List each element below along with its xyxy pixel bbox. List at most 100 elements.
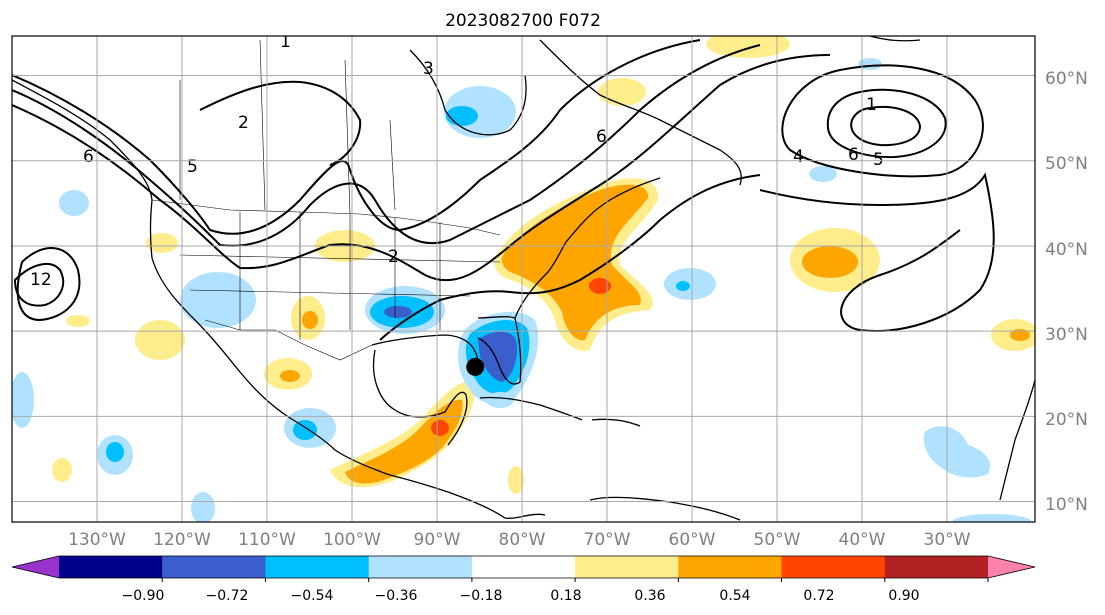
contour-line bbox=[199, 80, 362, 166]
negative-anomaly-region bbox=[180, 272, 256, 328]
colorbar-tick-label: −0.18 bbox=[460, 588, 503, 604]
border-canada-province bbox=[344, 59, 351, 215]
lon-label: 30°W bbox=[924, 530, 971, 550]
negative-anomaly-region bbox=[923, 426, 991, 478]
contour-line bbox=[379, 174, 761, 341]
positive-anomaly-region bbox=[706, 36, 790, 58]
lon-label: 110°W bbox=[238, 530, 296, 550]
contour-labels: 1 3 2 6 6 5 4 6 5 2 1 12 bbox=[30, 36, 884, 290]
border-us-canada bbox=[151, 199, 501, 236]
anomaly-shading bbox=[12, 36, 1035, 522]
colorbar-tick-label: −0.72 bbox=[206, 588, 249, 604]
positive-anomaly-peak bbox=[431, 420, 449, 436]
colorbar-segment bbox=[368, 556, 473, 578]
coastlines bbox=[12, 36, 1035, 521]
contour-label: 2 bbox=[388, 247, 399, 267]
border-canada-province bbox=[389, 119, 396, 211]
coastline-labrador bbox=[539, 39, 742, 186]
map-frame bbox=[11, 35, 1036, 523]
colorbar-segment bbox=[575, 556, 679, 578]
contour-line bbox=[826, 88, 947, 159]
lon-label: 80°W bbox=[499, 530, 546, 550]
coastline-pacific-na bbox=[12, 79, 391, 476]
coastline-florida bbox=[477, 316, 522, 385]
positive-anomaly-region bbox=[66, 315, 90, 327]
border-state bbox=[179, 254, 501, 263]
positive-anomaly-core bbox=[1010, 329, 1030, 341]
contour-line bbox=[13, 262, 65, 307]
lon-label: 60°W bbox=[669, 530, 716, 550]
contour-label: 6 bbox=[848, 145, 859, 165]
border-canada-province bbox=[259, 39, 266, 211]
negative-anomaly-core bbox=[446, 106, 478, 126]
colorbar-labels: −0.90 −0.72 −0.54 −0.36 −0.18 0.18 0.36 … bbox=[122, 588, 920, 604]
negative-anomaly-region bbox=[809, 166, 837, 182]
storm-center-marker bbox=[466, 357, 485, 376]
negative-anomaly-region bbox=[664, 268, 716, 300]
colorbar-tick-label: 0.72 bbox=[803, 588, 834, 604]
contour-line bbox=[850, 106, 922, 147]
positive-anomaly-region bbox=[598, 78, 646, 106]
lat-label: 60°N bbox=[1045, 69, 1088, 89]
colorbar-segment bbox=[162, 556, 266, 578]
positive-anomaly-core bbox=[345, 399, 463, 484]
colorbar-extend-max bbox=[988, 556, 1035, 578]
contour-line bbox=[12, 39, 701, 235]
contour-line bbox=[781, 64, 984, 178]
negative-anomaly-core bbox=[676, 281, 690, 291]
latitude-labels: 60°N 50°N 40°N 30°N 20°N 10°N bbox=[1045, 69, 1088, 515]
gridlines bbox=[12, 36, 1035, 522]
political-borders bbox=[151, 39, 501, 361]
colorbar-tick-label: −0.36 bbox=[375, 588, 418, 604]
colorbar-tick-label: −0.54 bbox=[291, 588, 334, 604]
coastline-east-us bbox=[514, 177, 661, 319]
colorbar-segment bbox=[265, 556, 370, 578]
contour-label: 5 bbox=[873, 150, 884, 170]
positive-anomaly-region bbox=[330, 381, 475, 488]
positive-anomaly-core bbox=[302, 311, 318, 329]
lat-label: 30°N bbox=[1045, 325, 1088, 345]
lat-label: 20°N bbox=[1045, 410, 1088, 430]
lat-label: 40°N bbox=[1045, 240, 1088, 260]
colorbar-segment bbox=[884, 556, 989, 578]
contour-line bbox=[759, 172, 995, 332]
colorbar-tick-label: 0.18 bbox=[550, 588, 581, 604]
height-contours bbox=[12, 39, 995, 341]
plot-title: 2023082700 F072 bbox=[445, 11, 601, 31]
lon-label: 120°W bbox=[153, 530, 211, 550]
colorbar-tick-label: 0.54 bbox=[719, 588, 750, 604]
positive-anomaly-region bbox=[508, 466, 524, 494]
lon-label: 130°W bbox=[68, 530, 126, 550]
contour-label: 2 bbox=[238, 113, 249, 133]
negative-anomaly-region bbox=[952, 514, 1032, 522]
colorbar-tick-label: 0.36 bbox=[634, 588, 665, 604]
contour-line bbox=[12, 54, 831, 282]
border-us-mexico bbox=[204, 319, 373, 361]
contour-label: 6 bbox=[596, 127, 607, 147]
lon-label: 90°W bbox=[414, 530, 461, 550]
colorbar-tick-label: −0.90 bbox=[122, 588, 165, 604]
map-panel: 1 3 2 6 6 5 4 6 5 2 1 12 bbox=[11, 35, 1036, 523]
negative-anomaly-core bbox=[106, 442, 124, 462]
coastline-hispaniola bbox=[591, 418, 641, 427]
contour-label: 4 bbox=[793, 147, 804, 167]
coastline-gulf bbox=[371, 334, 479, 361]
positive-anomaly-region bbox=[146, 233, 178, 253]
coastline-central-america bbox=[389, 474, 546, 519]
positive-anomaly-core bbox=[802, 246, 858, 278]
contour-line bbox=[12, 44, 761, 247]
contour-label: 1 bbox=[866, 95, 877, 115]
border-state bbox=[189, 289, 471, 297]
longitude-labels: 130°W 120°W 110°W 100°W 90°W 80°W 70°W 6… bbox=[68, 530, 971, 550]
contour-label: 6 bbox=[83, 147, 94, 167]
colorbar-segment bbox=[471, 556, 576, 578]
contour-label: 3 bbox=[423, 59, 434, 79]
positive-anomaly-peak bbox=[589, 278, 611, 294]
lon-label: 70°W bbox=[584, 530, 631, 550]
positive-anomaly-region bbox=[52, 458, 72, 482]
lon-label: 50°W bbox=[754, 530, 801, 550]
positive-anomaly-core bbox=[280, 370, 300, 382]
colorbar-outline bbox=[11, 555, 1036, 579]
negative-anomaly-region bbox=[59, 190, 89, 216]
